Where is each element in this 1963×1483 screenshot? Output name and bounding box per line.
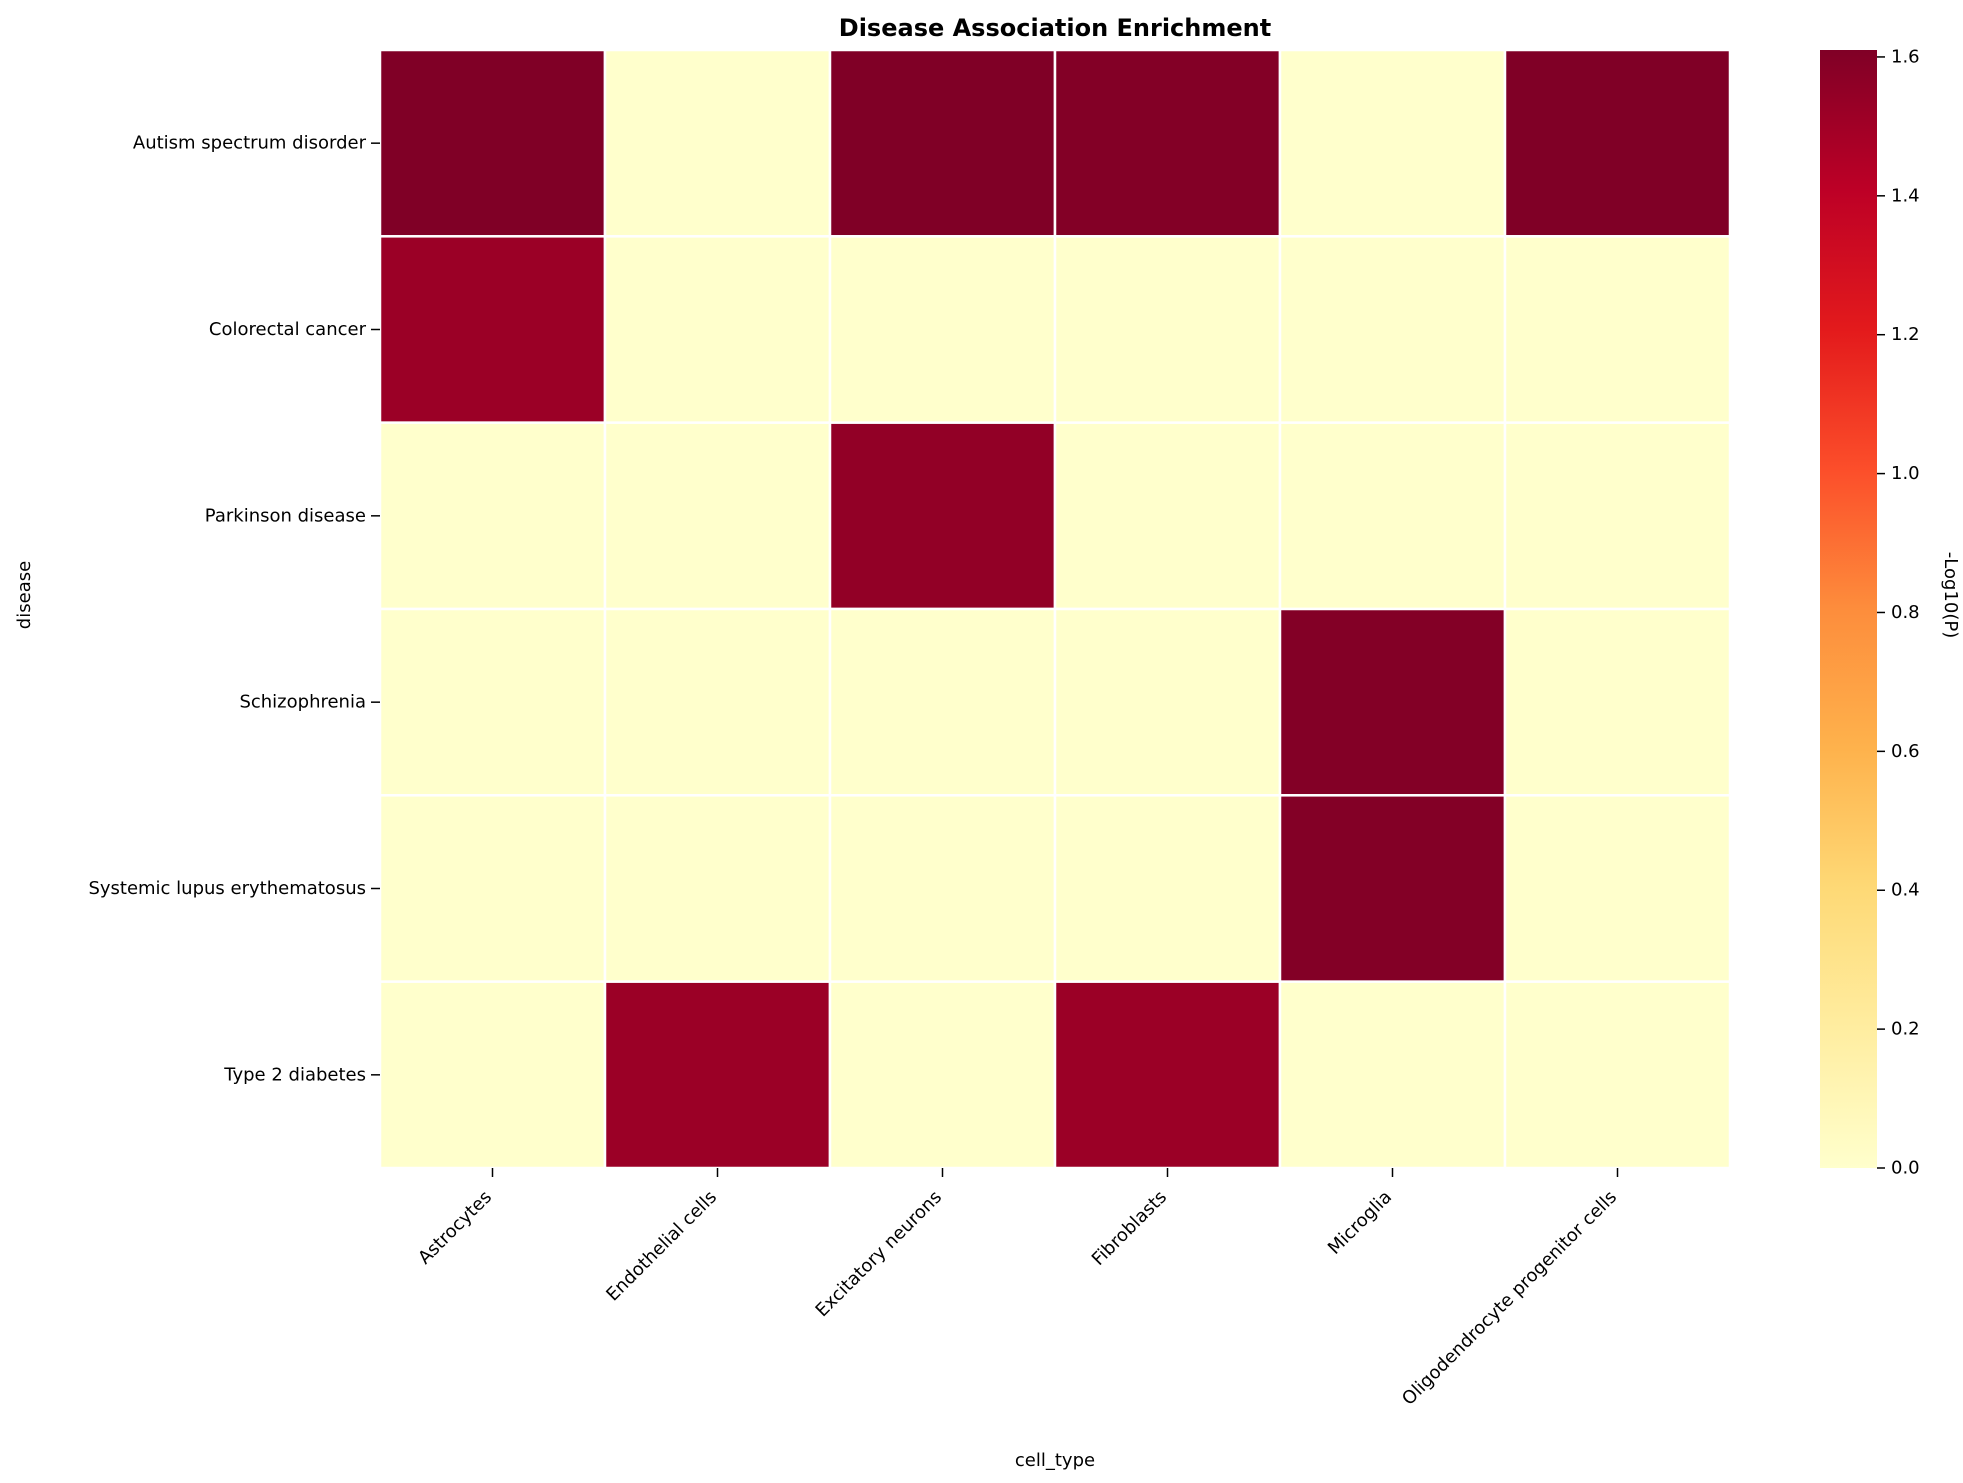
heatmap-cell	[603, 235, 832, 424]
colorbar-tick-label: 1.4	[1891, 185, 1920, 206]
y-tick-label: Systemic lupus erythematosus	[88, 878, 366, 899]
heatmap-cell	[1278, 980, 1507, 1170]
heatmap-cell	[1278, 48, 1507, 238]
heatmap-cell	[603, 980, 832, 1170]
colorbar-gradient	[1820, 50, 1877, 1168]
heatmap-cell	[378, 421, 607, 611]
x-axis-label: cell_type	[1015, 1450, 1095, 1471]
heatmap-cell	[828, 980, 1057, 1170]
heatmap-cell	[1503, 235, 1732, 424]
heatmap-cell	[1053, 607, 1282, 797]
chart-title: Disease Association Enrichment	[839, 14, 1271, 42]
heatmap-cell	[603, 794, 832, 983]
heatmap-cell	[1278, 421, 1507, 611]
heatmap-cell	[1053, 48, 1282, 238]
heatmap-cell	[1053, 421, 1282, 611]
y-tick-label: Parkinson disease	[205, 505, 366, 526]
heatmap-cell	[1503, 421, 1732, 611]
heatmap-cell	[603, 48, 832, 238]
x-tick-label: Microglia	[1324, 1187, 1396, 1259]
x-axis-ticks: Astrocytes Endothelial cells Excitatory ne…	[414, 1168, 1621, 1410]
heatmap-cell	[603, 421, 832, 611]
y-tick-label: Autism spectrum disorder	[133, 133, 367, 154]
heatmap-cell	[1503, 48, 1732, 238]
heatmap-cell	[378, 980, 607, 1170]
colorbar-tick-label: 0.8	[1891, 602, 1920, 623]
colorbar-tick-label: 0.0	[1891, 1158, 1920, 1179]
colorbar-tick-label: 1.6	[1891, 46, 1920, 67]
heatmap-cell	[1278, 235, 1507, 424]
colorbar-tick-label: 0.4	[1891, 880, 1920, 901]
colorbar-ticks: 0.0 0.2 0.4 0.6 0.8 1.0 1.2 1.4 1.6	[1877, 46, 1920, 1179]
heatmap-cell	[378, 607, 607, 797]
x-tick-label: Endothelial cells	[602, 1187, 721, 1306]
y-axis-label: disease	[14, 561, 35, 629]
heatmap-cells	[378, 48, 1732, 1170]
y-axis-ticks: Autism spectrum disorder Colorectal cance…	[88, 133, 380, 1085]
heatmap-cell	[378, 235, 607, 424]
x-tick-label: Astrocytes	[414, 1187, 496, 1269]
heatmap-cell	[1278, 794, 1507, 983]
heatmap-cell	[1053, 980, 1282, 1170]
heatmap-cell	[828, 235, 1057, 424]
heatmap-cell	[828, 794, 1057, 983]
x-tick-label: Fibroblasts	[1088, 1187, 1171, 1270]
heatmap-cell	[828, 48, 1057, 238]
heatmap-cell	[378, 48, 607, 238]
heatmap-cell	[603, 607, 832, 797]
heatmap-cell	[1503, 607, 1732, 797]
colorbar-tick-label: 1.0	[1891, 463, 1920, 484]
colorbar: 0.0 0.2 0.4 0.6 0.8 1.0 1.2 1.4 1.6 -Log10(P)	[1820, 46, 1961, 1179]
y-tick-label: Type 2 diabetes	[223, 1064, 366, 1085]
colorbar-label: -Log10(P)	[1940, 552, 1961, 638]
y-tick-label: Colorectal cancer	[209, 319, 367, 340]
y-tick-label: Schizophrenia	[239, 692, 366, 713]
heatmap-cell	[1053, 235, 1282, 424]
heatmap-cell	[1503, 794, 1732, 983]
heatmap-cell	[1503, 980, 1732, 1170]
colorbar-tick-label: 0.6	[1891, 741, 1920, 762]
x-tick-label: Oligodendrocyte progenitor cells	[1398, 1187, 1621, 1410]
heatmap-cell	[1278, 607, 1507, 797]
colorbar-tick-label: 0.2	[1891, 1019, 1920, 1040]
colorbar-tick-label: 1.2	[1891, 324, 1920, 345]
heatmap-cell	[828, 421, 1057, 611]
heatmap-cell	[828, 607, 1057, 797]
heatmap-cell	[378, 794, 607, 983]
heatmap-cell	[1053, 794, 1282, 983]
x-tick-label: Excitatory neurons	[812, 1187, 947, 1322]
